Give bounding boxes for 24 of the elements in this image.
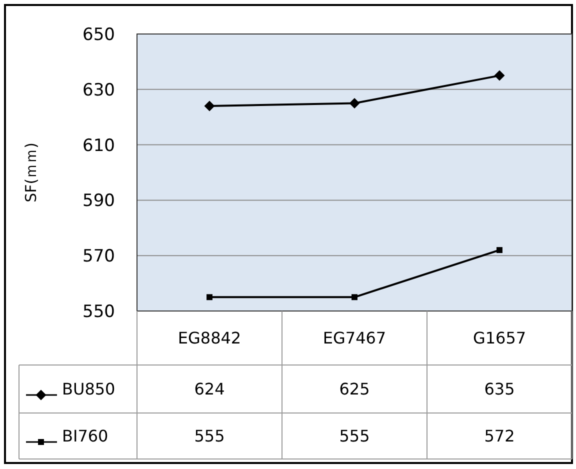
point (204, 100, 215, 112)
legend-label: BI760 (62, 426, 108, 446)
y-tick-label: 590 (82, 191, 115, 212)
data-label: 555 (339, 426, 370, 446)
point (206, 294, 212, 300)
y-tick-label: 570 (82, 246, 115, 267)
data-label: 555 (194, 426, 225, 446)
data-label: 625 (339, 380, 370, 399)
x-tick-label: G1657 (472, 328, 526, 348)
point (352, 294, 358, 300)
point (496, 247, 502, 254)
data-label: 624 (194, 380, 225, 399)
y-tick-label: 610 (82, 136, 115, 156)
data-label: 635 (484, 380, 515, 399)
y-tick-label: 650 (82, 24, 115, 45)
x-tick-label: EG7467 (322, 328, 386, 348)
legend-label: BU850 (62, 380, 116, 399)
y-axis-title: SF(ｍｍ) (22, 142, 40, 202)
point (349, 98, 360, 108)
y-tick-label: 630 (82, 80, 115, 100)
x-tick-label: EG8842 (178, 328, 242, 348)
y-tick-label: 550 (82, 302, 115, 322)
point (494, 70, 505, 81)
data-label: 572 (484, 426, 515, 446)
